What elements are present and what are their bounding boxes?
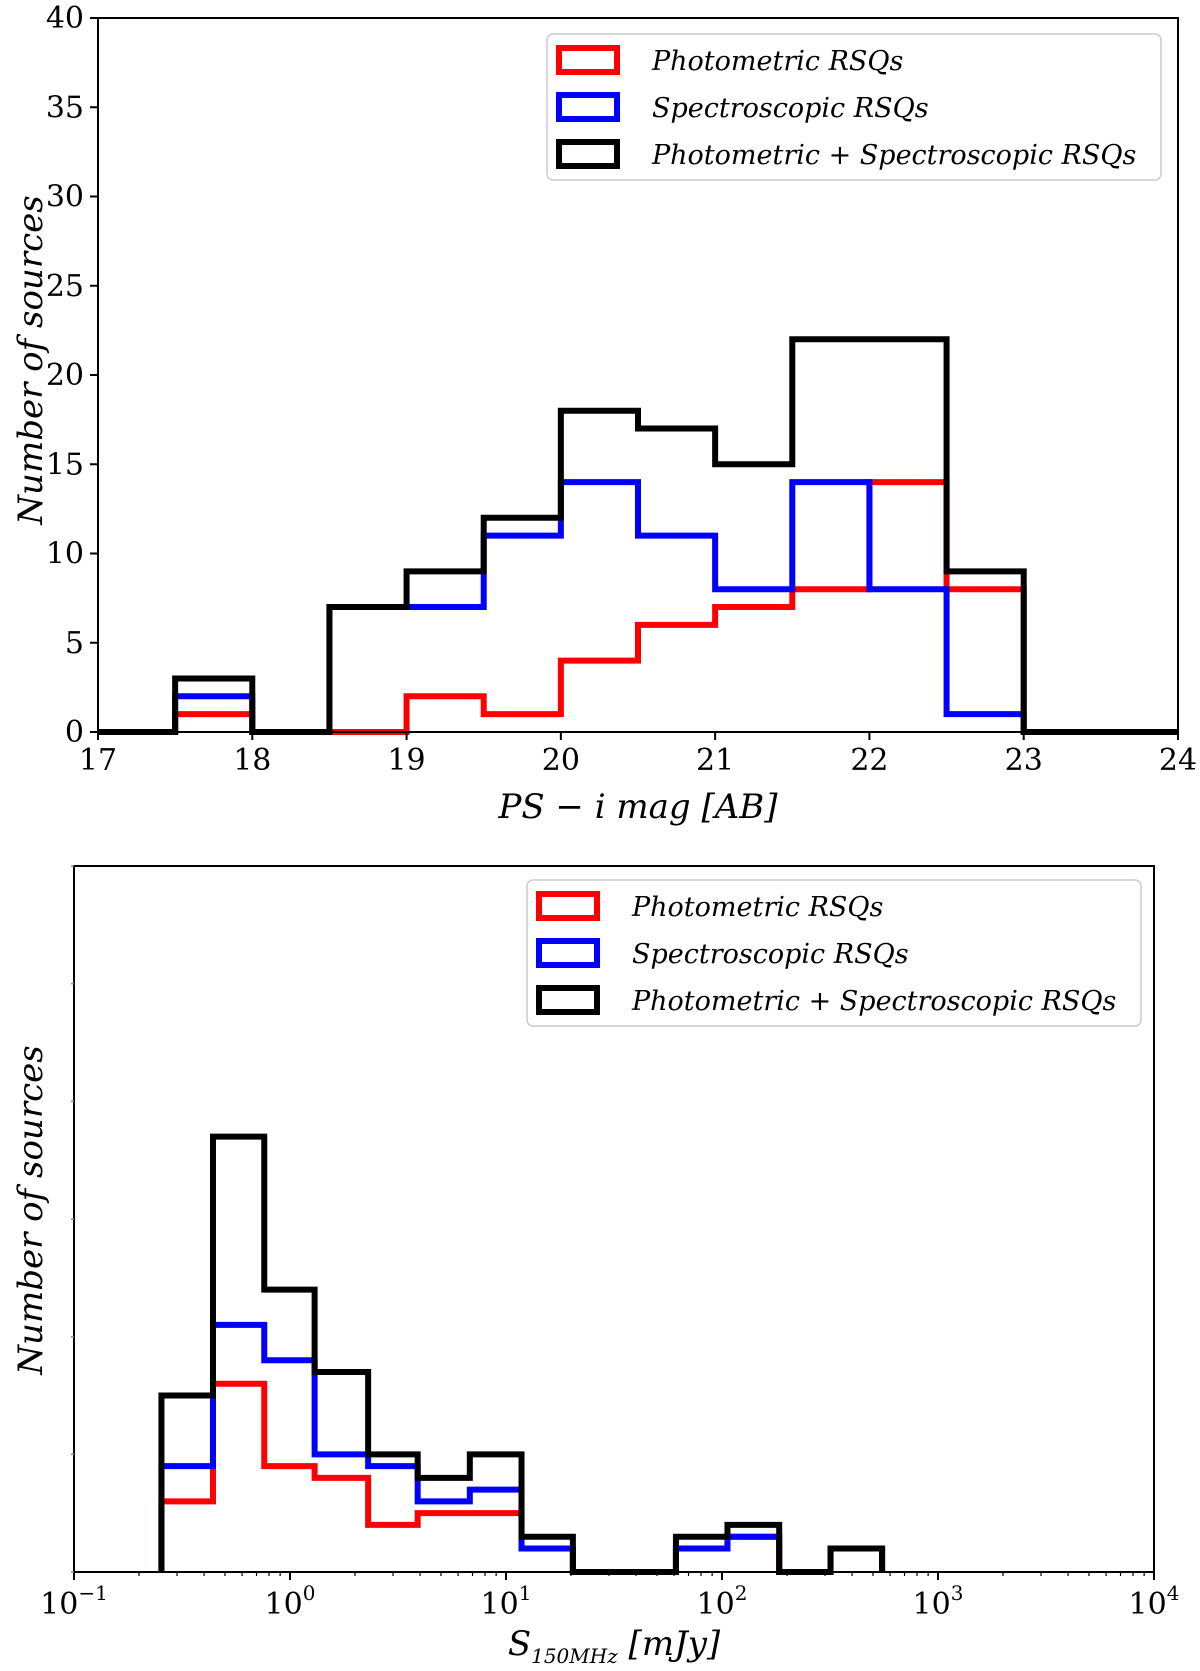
legend-swatch-combined (556, 139, 620, 169)
series-line-photometric-spectroscopic-rsqs (158, 1133, 886, 1575)
tick-exponent: 2 (735, 1581, 748, 1605)
tick-base: 10 (1129, 1587, 1167, 1622)
y-tick-label: 40 (46, 1, 84, 36)
histogram-panel-magnitude: 17 18 19 20 21 22 23 24 0 5 10 15 20 25 30 35 40 Number … (11, 1, 1197, 827)
y-tick-label: 0 (65, 715, 84, 750)
legend-label-photometric: Photometric RSQs (651, 46, 903, 77)
tick-base: 10 (913, 1587, 951, 1622)
x-tick-label: 20 (542, 743, 580, 778)
tick-group: 10−1 100 101 102 103 104 (40, 865, 1180, 1622)
tick-base: 10 (40, 1587, 78, 1622)
x-axis-title: PS − i mag [AB] (497, 787, 778, 827)
legend-label-combined: Photometric + Spectroscopic RSQs (631, 986, 1116, 1017)
legend-box (526, 879, 1142, 1027)
x-tick-label: 104 (1129, 1581, 1180, 1622)
y-tick-label: 25 (46, 269, 84, 304)
y-tick-label: 30 (46, 180, 84, 215)
legend-label-spectroscopic: Spectroscopic RSQs (632, 939, 909, 970)
legend-swatch-photometric (536, 891, 600, 921)
x-tick-label: 24 (1159, 743, 1197, 778)
x-tick-label: 101 (481, 1581, 532, 1622)
tick-exponent: 0 (303, 1581, 316, 1605)
series-group (98, 336, 1178, 735)
legend-label-combined: Photometric + Spectroscopic RSQs (651, 140, 1136, 171)
x-tick-label: 100 (265, 1581, 316, 1622)
tick-exponent: 3 (951, 1581, 964, 1605)
x-tick-label: 102 (697, 1581, 748, 1622)
legend-swatch-combined (536, 985, 600, 1015)
legend-label-spectroscopic: Spectroscopic RSQs (652, 93, 929, 124)
x-tick-label: 18 (233, 743, 271, 778)
legend-swatch-photometric (556, 45, 620, 75)
series-group (158, 1133, 886, 1575)
x-tick-label: 23 (1005, 743, 1043, 778)
y-axis-title: Number of sources (11, 195, 51, 525)
x-tick-label: 22 (850, 743, 888, 778)
x-tick-label: 21 (696, 743, 734, 778)
series-spectroscopic-rsqs (98, 479, 1178, 735)
y-tick-label: 35 (46, 90, 84, 125)
series-line-spectroscopic-rsqs (98, 479, 1178, 735)
x-axis-title: S150MHz [mJy] (508, 1624, 721, 1668)
series-photometric-spectroscopic-rsqs (158, 1133, 886, 1575)
tick-base: 10 (481, 1587, 519, 1622)
legend: Photometric RSQs Spectroscopic RSQs Phot… (526, 879, 1142, 1027)
legend-swatch-spectroscopic (536, 938, 600, 968)
tick-exponent: −1 (78, 1581, 107, 1605)
y-tick-label: 20 (46, 358, 84, 393)
histogram-panel-flux: 10−1 100 101 102 103 104 Number of sources S1… (11, 865, 1180, 1668)
x-tick-label: 17 (79, 743, 117, 778)
tick-exponent: 4 (1167, 1581, 1180, 1605)
legend-swatch-spectroscopic (556, 92, 620, 122)
y-tick-label: 5 (65, 626, 84, 661)
x-tick-label: 103 (913, 1581, 964, 1622)
y-tick-label: 10 (46, 537, 84, 572)
legend-box (546, 33, 1162, 181)
x-tick-label: 10−1 (40, 1581, 108, 1622)
x-tick-label: 19 (387, 743, 425, 778)
tick-base: 10 (265, 1587, 303, 1622)
y-axis-title: Number of sources (11, 1045, 51, 1375)
tick-exponent: 1 (519, 1581, 532, 1605)
legend: Photometric RSQs Spectroscopic RSQs Phot… (546, 33, 1162, 181)
legend-label-photometric: Photometric RSQs (631, 892, 883, 923)
tick-base: 10 (697, 1587, 735, 1622)
tick-group: 17 18 19 20 21 22 23 24 0 5 10 15 20 25 30 35 40 (46, 1, 1197, 778)
y-tick-label: 15 (46, 447, 84, 482)
